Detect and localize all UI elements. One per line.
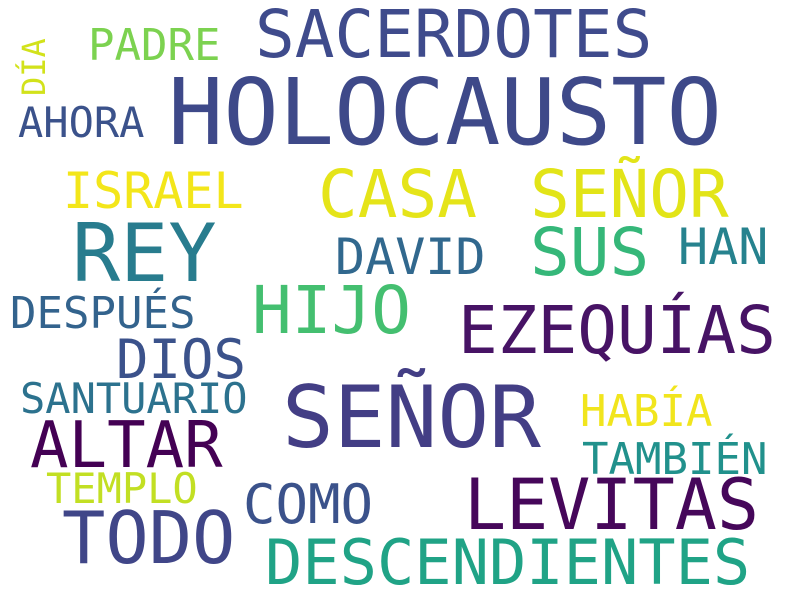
word-david: DAVID bbox=[335, 228, 486, 286]
word-casa: CASA bbox=[318, 156, 477, 233]
word-habia: HABÍA bbox=[580, 386, 713, 437]
word-templo: TEMPLO bbox=[46, 464, 198, 513]
word-senor-upper: SEÑOR bbox=[530, 156, 729, 233]
word-israel: ISRAEL bbox=[63, 162, 244, 220]
word-sacerdotes: SACERDOTES bbox=[255, 0, 653, 73]
word-altar: ALTAR bbox=[30, 409, 223, 483]
word-santuario: SANTUARIO bbox=[20, 374, 248, 423]
word-despues: DESPUÉS bbox=[10, 288, 196, 339]
word-ahora: AHORA bbox=[18, 98, 145, 147]
word-padre: PADRE bbox=[88, 20, 221, 71]
word-senor-large: SEÑOR bbox=[282, 368, 541, 468]
word-como: COMO bbox=[243, 473, 374, 536]
word-levitas: LEVITAS bbox=[464, 464, 760, 546]
word-sus: SUS bbox=[530, 214, 650, 291]
word-tambien: TAMBIÉN bbox=[582, 434, 768, 485]
word-descendientes: DESCENDIENTES bbox=[265, 526, 751, 599]
word-ezequias: EZEQUÍAS bbox=[458, 292, 776, 369]
word-dios: DIOS bbox=[116, 328, 247, 391]
word-hijo: HIJO bbox=[252, 272, 411, 349]
word-todo: TODO bbox=[62, 496, 236, 580]
word-holocausto: HOLOCAUSTO bbox=[168, 59, 722, 166]
word-han: HAN bbox=[678, 218, 769, 276]
word-dia: DÍA bbox=[15, 38, 53, 96]
word-rey: REY bbox=[72, 207, 217, 300]
